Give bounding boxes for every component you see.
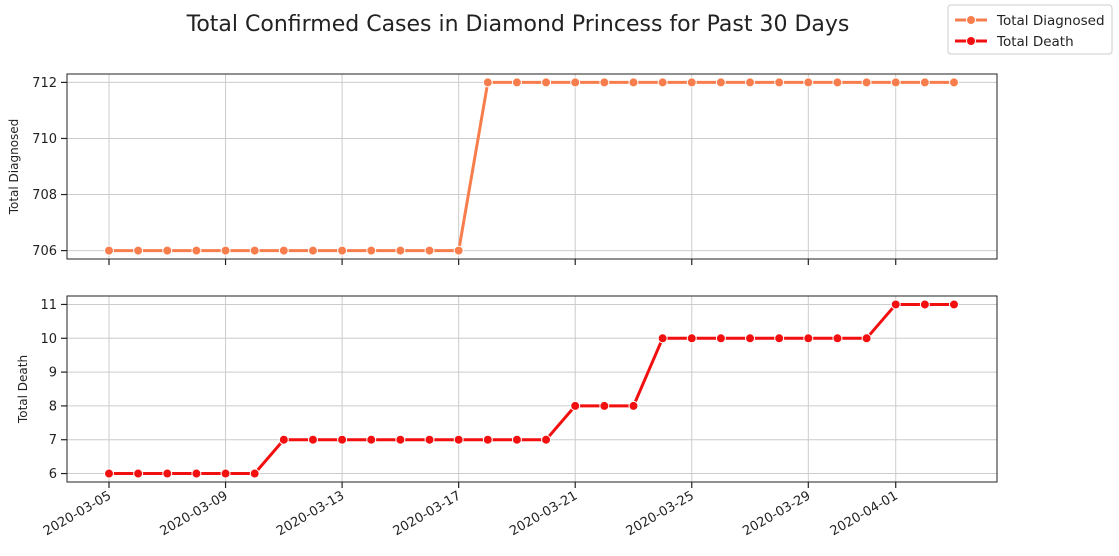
data-point xyxy=(949,77,959,88)
data-point xyxy=(366,245,377,256)
data-point xyxy=(249,245,260,256)
data-point xyxy=(104,468,114,479)
data-point xyxy=(832,333,843,344)
data-point xyxy=(307,245,318,256)
data-point xyxy=(599,77,610,88)
x-tick-label: 2020-03-13 xyxy=(274,488,347,539)
legend: Total Diagnosed Total Death xyxy=(947,4,1113,55)
data-point xyxy=(191,468,202,479)
x-tick-label: 2020-03-29 xyxy=(740,488,813,539)
data-point xyxy=(861,77,872,88)
y-tick-label: 712 xyxy=(32,76,57,91)
legend-marker-death xyxy=(966,36,976,46)
chart-title: Total Confirmed Cases in Diamond Princes… xyxy=(186,12,850,37)
y-axis-label: Total Death xyxy=(16,355,30,424)
data-point xyxy=(162,468,173,479)
data-point xyxy=(482,77,493,88)
data-point xyxy=(919,299,930,310)
data-point xyxy=(366,434,377,445)
data-point xyxy=(861,333,872,344)
data-point xyxy=(919,77,930,88)
data-point xyxy=(890,77,901,88)
data-point xyxy=(395,434,406,445)
legend-entry-death: Total Death xyxy=(955,34,1074,50)
data-point xyxy=(395,245,406,256)
data-point xyxy=(220,468,231,479)
data-point xyxy=(133,468,144,479)
legend-label-diagnosed: Total Diagnosed xyxy=(996,13,1105,29)
y-tick-label: 7 xyxy=(49,433,57,448)
y-tick-label: 6 xyxy=(49,467,57,482)
y-tick-label: 9 xyxy=(49,366,57,381)
data-point xyxy=(745,333,756,344)
data-point xyxy=(482,434,493,445)
data-point xyxy=(307,434,318,445)
subplot-2: 2020-03-05 2020-03-09 2020-03-13 2020-03-17… xyxy=(16,295,998,539)
data-point xyxy=(570,400,581,411)
x-tick-label: 2020-03-25 xyxy=(624,488,697,539)
data-point xyxy=(337,434,348,445)
axes-frame xyxy=(66,295,998,483)
data-point xyxy=(162,245,173,256)
data-point xyxy=(774,333,785,344)
y-tick-label: 710 xyxy=(32,132,57,147)
data-point xyxy=(803,333,814,344)
data-point xyxy=(541,434,552,445)
data-point xyxy=(511,434,522,445)
series-line xyxy=(107,80,956,253)
data-point xyxy=(686,333,697,344)
data-point xyxy=(803,77,814,88)
data-point xyxy=(278,245,289,256)
data-point xyxy=(424,434,435,445)
axes-frame xyxy=(66,73,998,260)
data-point xyxy=(745,77,756,88)
y-axis-label: Total Diagnosed xyxy=(7,119,21,216)
data-point xyxy=(628,400,639,411)
data-point xyxy=(133,245,144,256)
x-tick-label: 2020-03-05 xyxy=(41,488,114,539)
legend-marker-diagnosed xyxy=(966,15,976,25)
x-tick-label: 2020-03-09 xyxy=(158,488,231,539)
y-tick-label: 8 xyxy=(49,399,57,414)
data-point xyxy=(453,245,464,256)
data-point xyxy=(570,77,581,88)
data-point xyxy=(599,400,610,411)
x-tick-label: 2020-03-17 xyxy=(391,488,464,539)
series-line xyxy=(107,303,956,475)
y-tick-label: 708 xyxy=(32,188,57,203)
legend-label-death: Total Death xyxy=(996,34,1074,50)
data-point xyxy=(337,245,348,256)
legend-box xyxy=(947,4,1113,55)
legend-entry-diagnosed: Total Diagnosed xyxy=(955,13,1105,29)
data-point xyxy=(249,468,260,479)
data-point xyxy=(191,245,202,256)
data-point xyxy=(890,299,901,310)
data-point xyxy=(774,77,785,88)
data-point xyxy=(657,333,668,344)
data-point xyxy=(453,434,464,445)
data-point xyxy=(832,77,843,88)
data-point xyxy=(949,299,959,310)
y-tick-label: 11 xyxy=(40,298,57,313)
data-point xyxy=(715,77,726,88)
data-point xyxy=(686,77,697,88)
data-point xyxy=(657,77,668,88)
data-point xyxy=(541,77,552,88)
x-tick-label: 2020-04-01 xyxy=(828,488,901,539)
data-point xyxy=(278,434,289,445)
subplot-1: 706 708 710 712 Total Diagnosed xyxy=(7,73,998,265)
data-point xyxy=(220,245,231,256)
data-point xyxy=(511,77,522,88)
data-point xyxy=(104,245,114,256)
y-tick-label: 10 xyxy=(40,332,57,347)
data-point xyxy=(628,77,639,88)
data-point xyxy=(424,245,435,256)
x-tick-label: 2020-03-21 xyxy=(507,488,580,539)
data-point xyxy=(715,333,726,344)
y-tick-label: 706 xyxy=(32,244,57,259)
